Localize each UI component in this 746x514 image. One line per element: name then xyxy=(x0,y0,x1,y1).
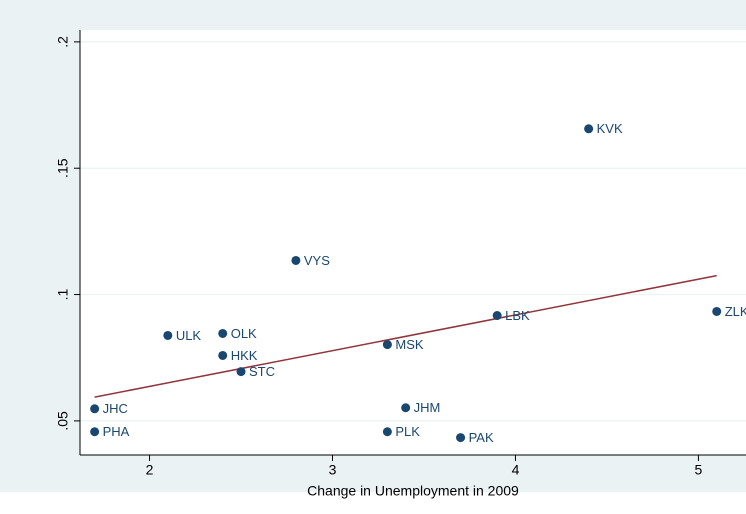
fit-line xyxy=(94,274,717,398)
point-label: STC xyxy=(249,364,275,379)
plot-background xyxy=(80,30,746,455)
point xyxy=(584,124,594,134)
point-label: JHC xyxy=(103,401,128,416)
x-axis-title: Change in Unemployment in 2009 xyxy=(307,483,519,499)
point xyxy=(163,330,173,340)
point-label: MSK xyxy=(395,337,424,352)
point-label: PAK xyxy=(469,430,494,445)
point-label: VYS xyxy=(304,253,330,268)
point-label: ULK xyxy=(176,328,202,343)
point xyxy=(492,311,502,321)
point-label: JHM xyxy=(414,400,441,415)
y-tick-label: .1 xyxy=(55,289,71,301)
point xyxy=(218,328,228,338)
point xyxy=(401,403,411,413)
point xyxy=(456,433,466,443)
point xyxy=(382,340,392,350)
point-label: LBK xyxy=(505,308,530,323)
point-label: ZLK xyxy=(725,304,746,319)
y-tick-label: .15 xyxy=(55,158,71,178)
y-tick-label: .05 xyxy=(55,411,71,431)
point xyxy=(382,427,392,437)
point-label: KVK xyxy=(597,121,623,136)
point xyxy=(218,350,228,360)
point-label: PHA xyxy=(103,424,130,439)
point xyxy=(90,427,100,437)
point xyxy=(90,404,100,414)
y-tick-label: .2 xyxy=(55,36,71,48)
x-tick-label: 2 xyxy=(146,462,154,478)
point xyxy=(712,306,722,316)
x-tick-label: 5 xyxy=(695,462,703,478)
point xyxy=(291,255,301,265)
point-label: HKK xyxy=(231,348,258,363)
x-tick-label: 4 xyxy=(512,462,520,478)
point xyxy=(236,367,246,377)
point-label: PLK xyxy=(395,424,420,439)
x-tick-label: 3 xyxy=(329,462,337,478)
point-label: OLK xyxy=(231,326,257,341)
